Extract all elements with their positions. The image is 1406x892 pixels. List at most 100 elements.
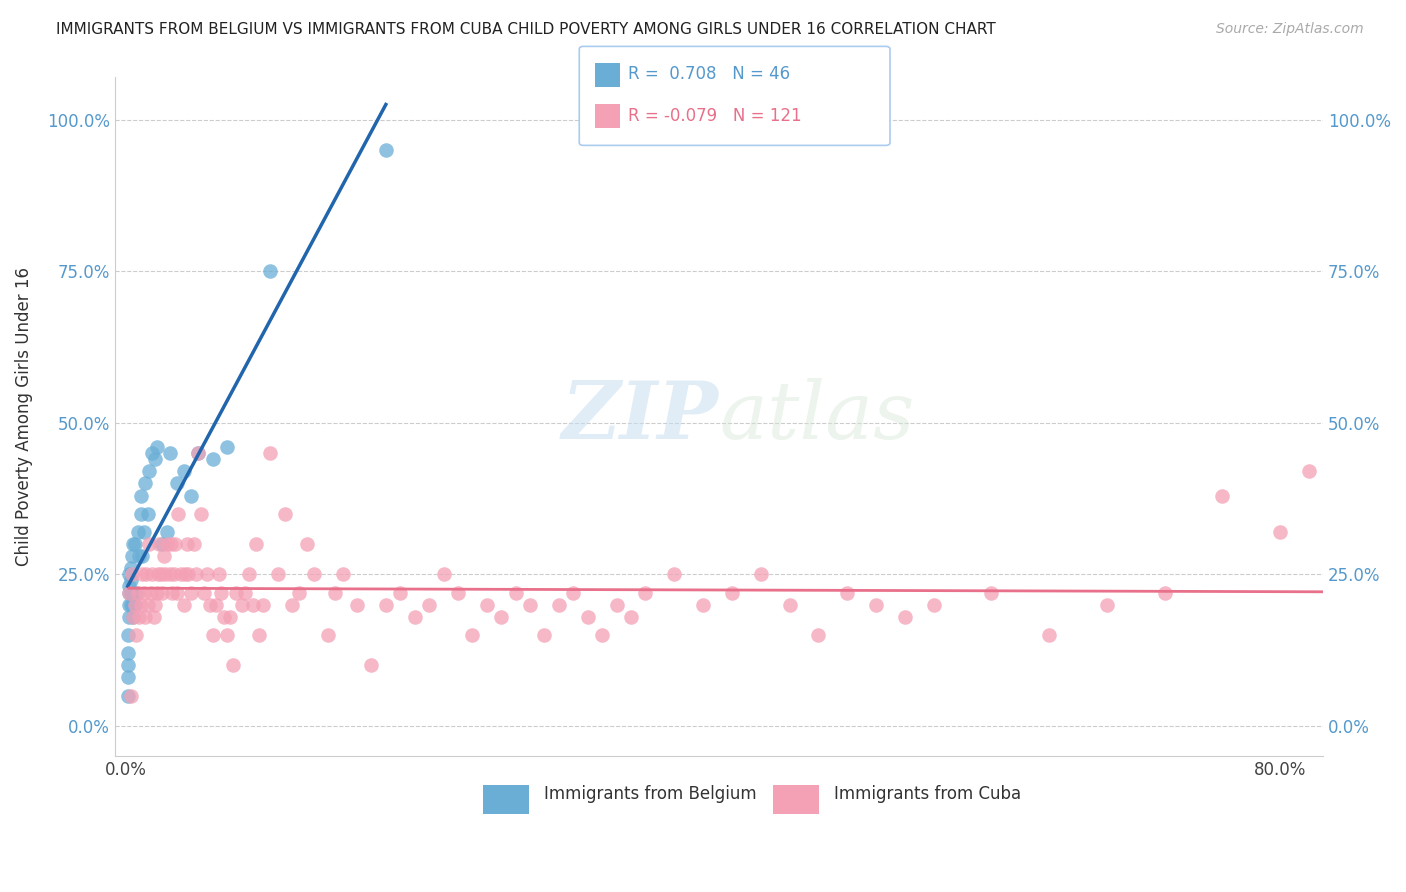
Point <box>122 609 145 624</box>
Point <box>195 567 218 582</box>
Point <box>1095 598 1118 612</box>
Point <box>125 628 148 642</box>
Point <box>138 537 160 551</box>
Point <box>180 585 202 599</box>
Point <box>120 574 142 588</box>
Point <box>122 585 145 599</box>
Point <box>807 628 830 642</box>
Point <box>1211 489 1233 503</box>
Point <box>150 537 173 551</box>
Text: IMMIGRANTS FROM BELGIUM VS IMMIGRANTS FROM CUBA CHILD POVERTY AMONG GIRLS UNDER : IMMIGRANTS FROM BELGIUM VS IMMIGRANTS FR… <box>56 22 995 37</box>
Point <box>131 567 153 582</box>
Point <box>118 567 141 582</box>
Point <box>634 585 657 599</box>
Point <box>165 537 187 551</box>
Point <box>242 598 264 612</box>
Point <box>142 609 165 624</box>
Point <box>177 567 200 582</box>
Point <box>149 567 172 582</box>
Point <box>721 585 744 599</box>
Text: Immigrants from Belgium: Immigrants from Belgium <box>544 784 756 803</box>
Point <box>222 658 245 673</box>
Point <box>1268 524 1291 539</box>
Point <box>138 464 160 478</box>
Point <box>1384 598 1406 612</box>
Point <box>980 585 1002 599</box>
Point <box>166 585 188 599</box>
Point <box>247 628 270 642</box>
Point <box>124 598 146 612</box>
Point <box>117 628 139 642</box>
Point <box>183 537 205 551</box>
Point <box>141 446 163 460</box>
Point <box>562 585 585 599</box>
Text: Source: ZipAtlas.com: Source: ZipAtlas.com <box>1216 22 1364 37</box>
Point <box>173 464 195 478</box>
Point <box>894 609 917 624</box>
Point <box>389 585 412 599</box>
Point <box>118 609 141 624</box>
Point <box>259 446 281 460</box>
Point <box>136 507 159 521</box>
Point <box>132 524 155 539</box>
Point <box>176 537 198 551</box>
Point <box>1298 464 1320 478</box>
Point <box>121 585 143 599</box>
Point <box>120 561 142 575</box>
Point <box>217 628 239 642</box>
Point <box>118 585 141 599</box>
Point <box>325 585 347 599</box>
Point <box>125 585 148 599</box>
Point <box>136 598 159 612</box>
Point <box>779 598 801 612</box>
Text: R =  0.708   N = 46: R = 0.708 N = 46 <box>628 65 790 83</box>
Point <box>533 628 555 642</box>
Point <box>128 549 150 564</box>
Point <box>127 524 149 539</box>
Bar <box>773 785 820 814</box>
Point <box>489 609 512 624</box>
Point <box>132 585 155 599</box>
Point <box>120 598 142 612</box>
Point <box>146 567 169 582</box>
Point <box>167 507 190 521</box>
Point <box>475 598 498 612</box>
Point <box>204 598 226 612</box>
Point <box>1369 567 1392 582</box>
Point <box>259 264 281 278</box>
Point <box>749 567 772 582</box>
Point <box>198 598 221 612</box>
Point <box>374 598 396 612</box>
Point <box>173 598 195 612</box>
Point <box>245 537 267 551</box>
Point <box>267 567 290 582</box>
Point <box>152 549 174 564</box>
Point <box>1355 476 1378 491</box>
Point <box>117 646 139 660</box>
Point <box>141 567 163 582</box>
Point <box>664 567 686 582</box>
Point <box>163 567 186 582</box>
Point <box>302 567 325 582</box>
Point <box>418 598 440 612</box>
Point <box>606 598 628 612</box>
Point <box>118 598 141 612</box>
Point <box>201 452 224 467</box>
Point <box>519 598 541 612</box>
Text: R = -0.079   N = 121: R = -0.079 N = 121 <box>628 107 801 125</box>
Point <box>922 598 945 612</box>
Point <box>127 585 149 599</box>
Point <box>288 585 311 599</box>
Point <box>143 452 166 467</box>
Point <box>159 446 181 460</box>
Point <box>174 567 197 582</box>
Point <box>134 609 156 624</box>
Point <box>118 585 141 599</box>
Point <box>332 567 354 582</box>
Point <box>117 658 139 673</box>
Point <box>121 598 143 612</box>
Point <box>128 609 150 624</box>
Point <box>190 507 212 521</box>
Point <box>121 549 143 564</box>
Point <box>118 580 141 594</box>
